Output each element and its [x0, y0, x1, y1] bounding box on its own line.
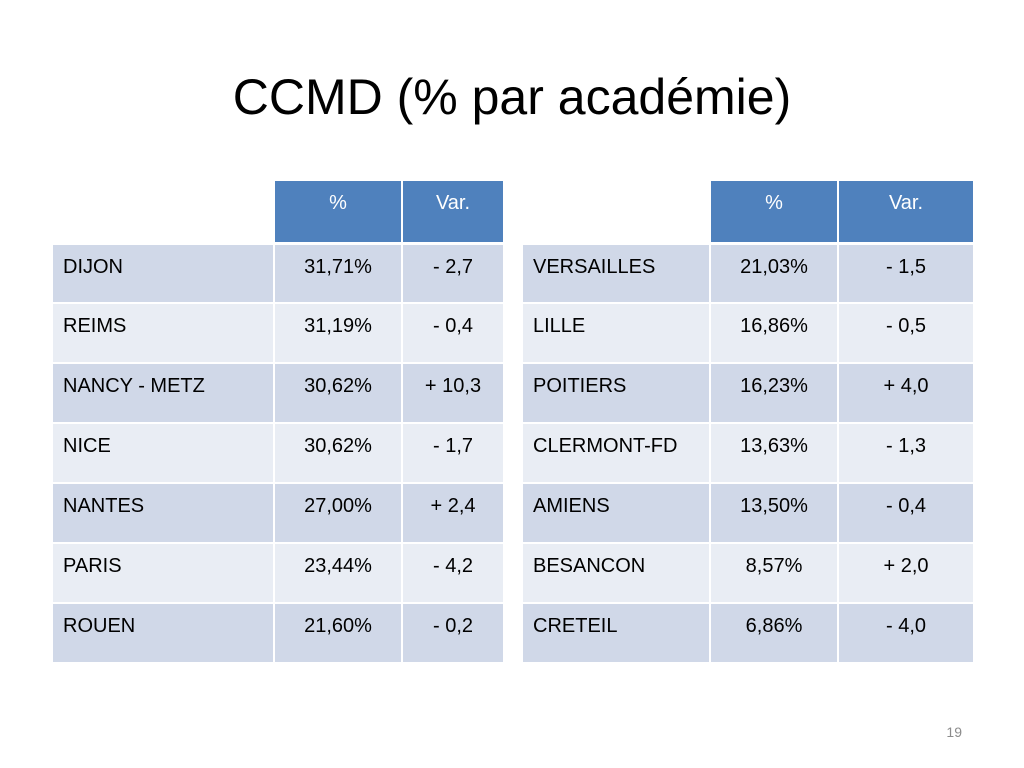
percent-cell: 30,62%	[273, 362, 403, 424]
variation-cell: - 2,7	[401, 242, 505, 304]
page-number: 19	[946, 724, 962, 740]
header-academy	[521, 179, 711, 245]
table-row: CLERMONT-FD 13,63% - 1,3	[521, 422, 975, 484]
variation-cell: - 1,7	[401, 422, 505, 484]
percent-cell: 27,00%	[273, 482, 403, 544]
header-variation: Var.	[837, 179, 975, 245]
percent-cell: 23,44%	[273, 542, 403, 604]
percent-cell: 8,57%	[709, 542, 839, 604]
table-row: DIJON 31,71% - 2,7	[51, 242, 505, 304]
variation-cell: - 1,5	[837, 242, 975, 304]
academy-name-cell: DIJON	[51, 242, 275, 304]
table-row: LILLE 16,86% - 0,5	[521, 302, 975, 364]
variation-cell: + 2,0	[837, 542, 975, 604]
table-row: REIMS 31,19% - 0,4	[51, 302, 505, 364]
table-row: VERSAILLES 21,03% - 1,5	[521, 242, 975, 304]
variation-cell: - 1,3	[837, 422, 975, 484]
table-row: POITIERS 16,23% + 4,0	[521, 362, 975, 424]
variation-cell: + 2,4	[401, 482, 505, 544]
percent-cell: 21,60%	[273, 602, 403, 664]
variation-cell: - 4,2	[401, 542, 505, 604]
header-academy	[51, 179, 275, 245]
variation-cell: - 0,2	[401, 602, 505, 664]
academy-name-cell: AMIENS	[521, 482, 711, 544]
percent-cell: 13,50%	[709, 482, 839, 544]
table-row: NANCY - METZ 30,62% + 10,3	[51, 362, 505, 424]
academy-name-cell: NICE	[51, 422, 275, 484]
variation-cell: + 10,3	[401, 362, 505, 424]
variation-cell: - 0,4	[837, 482, 975, 544]
table-row: BESANCON 8,57% + 2,0	[521, 542, 975, 604]
table-row: ROUEN 21,60% - 0,2	[51, 602, 505, 664]
percent-cell: 13,63%	[709, 422, 839, 484]
variation-cell: + 4,0	[837, 362, 975, 424]
percent-cell: 31,71%	[273, 242, 403, 304]
academy-name-cell: VERSAILLES	[521, 242, 711, 304]
percent-cell: 6,86%	[709, 602, 839, 664]
variation-cell: - 0,5	[837, 302, 975, 364]
table-header-row: % Var.	[521, 179, 975, 245]
percent-cell: 21,03%	[709, 242, 839, 304]
academy-name-cell: POITIERS	[521, 362, 711, 424]
variation-cell: - 0,4	[401, 302, 505, 364]
header-variation: Var.	[401, 179, 505, 245]
academy-name-cell: PARIS	[51, 542, 275, 604]
slide-title: CCMD (% par académie)	[232, 69, 792, 125]
percent-cell: 30,62%	[273, 422, 403, 484]
academy-table-left: % Var. DIJON 31,71% - 2,7 REIMS 31,19% - 0,4 NA…	[51, 179, 505, 664]
academy-name-cell: NANCY - METZ	[51, 362, 275, 424]
academy-name-cell: ROUEN	[51, 602, 275, 664]
academy-name-cell: REIMS	[51, 302, 275, 364]
percent-cell: 16,23%	[709, 362, 839, 424]
table-row: CRETEIL 6,86% - 4,0	[521, 602, 975, 664]
academy-name-cell: BESANCON	[521, 542, 711, 604]
percent-cell: 31,19%	[273, 302, 403, 364]
table-row: AMIENS 13,50% - 0,4	[521, 482, 975, 544]
percent-cell: 16,86%	[709, 302, 839, 364]
academy-name-cell: NANTES	[51, 482, 275, 544]
table-header-row: % Var.	[51, 179, 505, 245]
header-percent: %	[273, 179, 403, 245]
header-percent: %	[709, 179, 839, 245]
academy-name-cell: CLERMONT-FD	[521, 422, 711, 484]
table-row: NICE 30,62% - 1,7	[51, 422, 505, 484]
academy-name-cell: LILLE	[521, 302, 711, 364]
table-row: NANTES 27,00% + 2,4	[51, 482, 505, 544]
academy-name-cell: CRETEIL	[521, 602, 711, 664]
academy-table-right: % Var. VERSAILLES 21,03% - 1,5 LILLE 16,86% - …	[521, 179, 975, 664]
variation-cell: - 4,0	[837, 602, 975, 664]
table-row: PARIS 23,44% - 4,2	[51, 542, 505, 604]
